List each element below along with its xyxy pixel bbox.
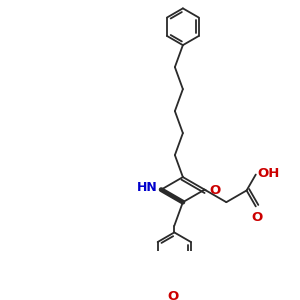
Text: O: O	[209, 184, 220, 197]
Text: O: O	[251, 211, 262, 224]
Text: HN: HN	[137, 182, 158, 194]
Text: O: O	[168, 290, 179, 300]
Text: OH: OH	[257, 167, 280, 180]
